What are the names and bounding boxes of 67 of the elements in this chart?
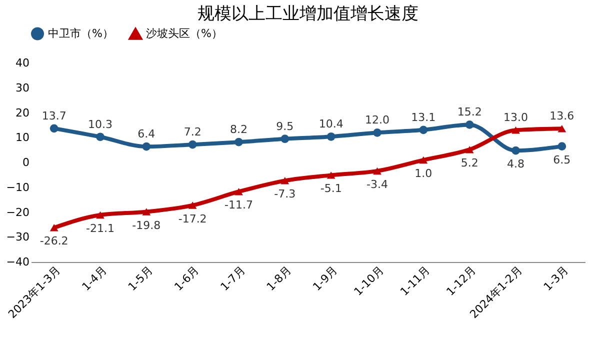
chart-title: 规模以上工业增加值增长速度: [198, 4, 418, 24]
x-tick-label: 1-3月: [541, 264, 571, 294]
data-label: -26.2: [40, 234, 68, 248]
data-label: -11.7: [224, 198, 253, 212]
data-label: 4.8: [507, 158, 524, 171]
point: [142, 142, 151, 151]
y-tick-label: 0: [22, 156, 30, 169]
y-tick-label: −40: [6, 256, 30, 268]
point: [558, 125, 566, 132]
y-tick-label: 10: [16, 131, 30, 144]
point: [188, 202, 197, 209]
point: [142, 208, 151, 216]
data-label: 10.4: [318, 118, 344, 131]
legend-label: 沙坡头区（%）: [146, 27, 222, 40]
point: [188, 140, 197, 149]
data-label: -17.2: [178, 212, 207, 226]
data-label: 6.4: [138, 128, 156, 141]
point: [96, 132, 104, 142]
data-label: 13.0: [504, 111, 528, 124]
point: [234, 188, 243, 196]
data-label: -21.1: [86, 222, 114, 235]
point: [512, 126, 520, 134]
point: [373, 128, 382, 137]
x-tick-label: 1-6月: [172, 264, 202, 294]
legend-label: 中卫市（%）: [48, 26, 114, 40]
data-label: -19.8: [132, 218, 161, 232]
data-label: 8.2: [230, 123, 248, 136]
y-tick-label: 30: [16, 81, 30, 94]
x-tick-label: 1-8月: [264, 264, 294, 294]
data-label: -7.3: [274, 188, 296, 201]
point: [280, 134, 290, 144]
data-label: 7.2: [184, 126, 202, 139]
point: [465, 146, 474, 154]
data-label: -5.1: [320, 182, 342, 196]
x-tick-label: 1-9月: [310, 264, 340, 294]
data-label: 5.2: [460, 156, 478, 170]
point: [96, 211, 104, 219]
y-tick-label: 20: [16, 106, 30, 120]
x-tick-label: 1-4月: [80, 264, 110, 294]
data-label: 1.0: [414, 167, 432, 180]
point: [419, 126, 428, 134]
point: [558, 142, 566, 151]
point: [465, 120, 474, 129]
point: [326, 132, 336, 141]
point: [280, 177, 290, 184]
data-label: 9.5: [276, 120, 294, 133]
data-label: 13.6: [550, 110, 574, 123]
data-label: 6.5: [553, 153, 571, 166]
data-label: 12.0: [365, 114, 390, 127]
point: [234, 138, 243, 146]
data-label: 13.7: [42, 109, 66, 122]
data-label: 15.2: [457, 106, 482, 119]
y-tick-label: −20: [6, 206, 30, 219]
point: [419, 156, 428, 164]
point: [326, 172, 336, 179]
data-label: -3.4: [366, 178, 388, 191]
y-tick-label: −10: [6, 180, 30, 194]
y-tick-label: 40: [16, 56, 30, 70]
x-tick-label: 1-7月: [218, 264, 248, 294]
data-label: 10.3: [88, 118, 112, 131]
data-label: 13.1: [411, 110, 436, 124]
y-tick-label: −30: [6, 230, 30, 244]
point: [50, 124, 58, 133]
x-tick-label: 1-5月: [126, 264, 156, 294]
point: [50, 224, 58, 232]
point: [512, 146, 520, 155]
point: [373, 167, 382, 175]
